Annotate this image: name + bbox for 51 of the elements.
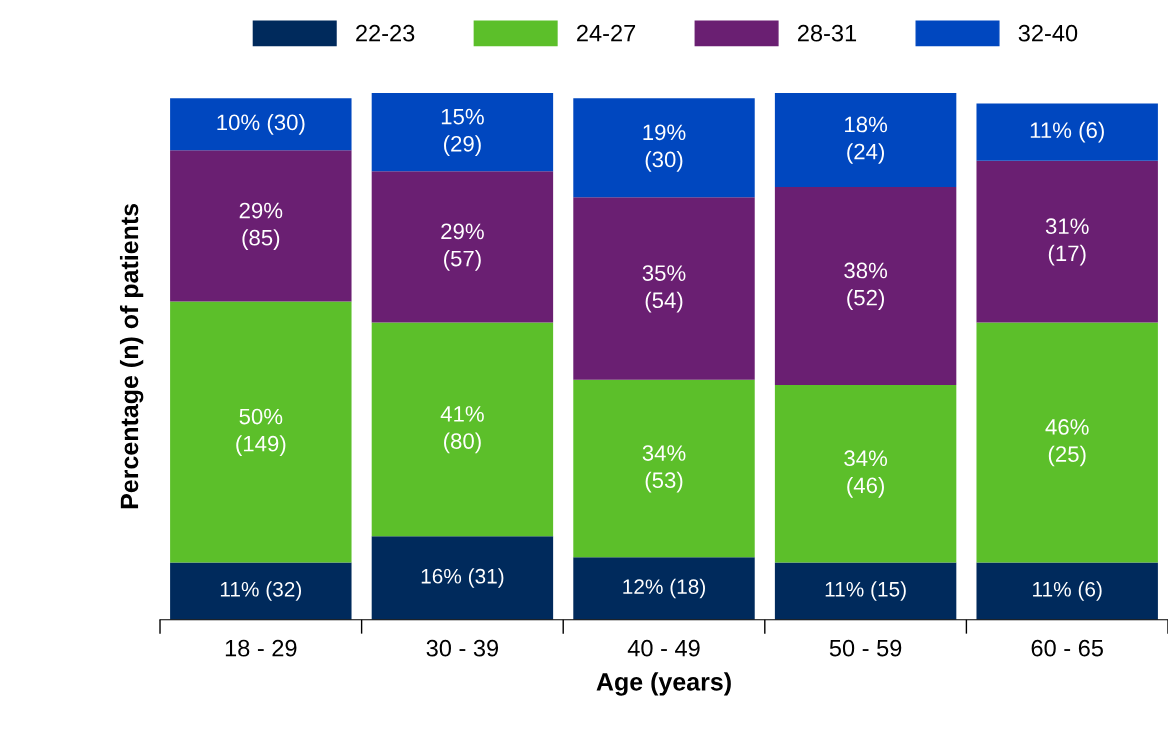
bar xyxy=(371,322,554,537)
bar xyxy=(976,103,1158,161)
bar xyxy=(170,98,352,151)
data-label: 34% (46) xyxy=(844,450,888,498)
bar xyxy=(774,186,957,386)
bar xyxy=(774,385,957,563)
bar xyxy=(170,150,352,302)
x-axis-title: Age (years) xyxy=(596,672,731,696)
x-tick-label: 40 - 49 xyxy=(627,639,700,657)
data-label: 29% (85) xyxy=(239,202,283,250)
bar xyxy=(371,536,554,620)
bar xyxy=(573,557,755,620)
data-label: 11% (6) xyxy=(1030,121,1104,143)
x-tick-label: 30 - 39 xyxy=(426,639,499,657)
data-label: 46% (25) xyxy=(1045,419,1089,467)
data-label: 19% (30) xyxy=(643,124,686,172)
bar xyxy=(371,171,554,323)
data-label: 38% (52) xyxy=(844,262,888,310)
data-label: 31% (17) xyxy=(1045,218,1089,266)
bar xyxy=(976,160,1158,323)
data-label: 11% (6) xyxy=(1033,581,1102,601)
bar xyxy=(573,379,755,558)
data-label: 11% (32) xyxy=(220,581,302,601)
legend-label: 24-27 xyxy=(577,24,636,42)
data-label: 34% (53) xyxy=(642,445,686,493)
data-label: 10% (30) xyxy=(217,113,305,135)
data-label: 29% (57) xyxy=(441,223,484,271)
x-tick-label: 60 - 65 xyxy=(1031,639,1103,657)
legend-label: 32-40 xyxy=(1018,24,1078,42)
data-label: 35% (54) xyxy=(642,265,686,313)
bar xyxy=(170,301,352,563)
bar xyxy=(774,562,957,620)
bar xyxy=(976,562,1158,620)
bar xyxy=(371,93,554,172)
x-tick-label: 50 - 59 xyxy=(829,639,902,657)
bar xyxy=(573,197,755,380)
legend-label: 22-23 xyxy=(356,24,415,42)
data-label: 12% (18) xyxy=(623,578,705,599)
legend-label: 28-31 xyxy=(797,24,857,42)
data-label: 41% (80) xyxy=(440,406,484,454)
data-label: 18% (24) xyxy=(845,116,888,164)
bar xyxy=(774,93,957,187)
bar xyxy=(976,322,1158,563)
y-axis-title: Percentage (n) of patients xyxy=(119,203,144,509)
bar xyxy=(170,562,352,620)
bar xyxy=(573,98,755,198)
data-label: 11% (15) xyxy=(825,581,906,601)
data-label: 50% (149) xyxy=(236,408,286,456)
data-label: 15% (29) xyxy=(441,108,484,157)
data-label: 16% (31) xyxy=(421,568,504,588)
x-tick-label: 18 - 29 xyxy=(225,639,297,657)
